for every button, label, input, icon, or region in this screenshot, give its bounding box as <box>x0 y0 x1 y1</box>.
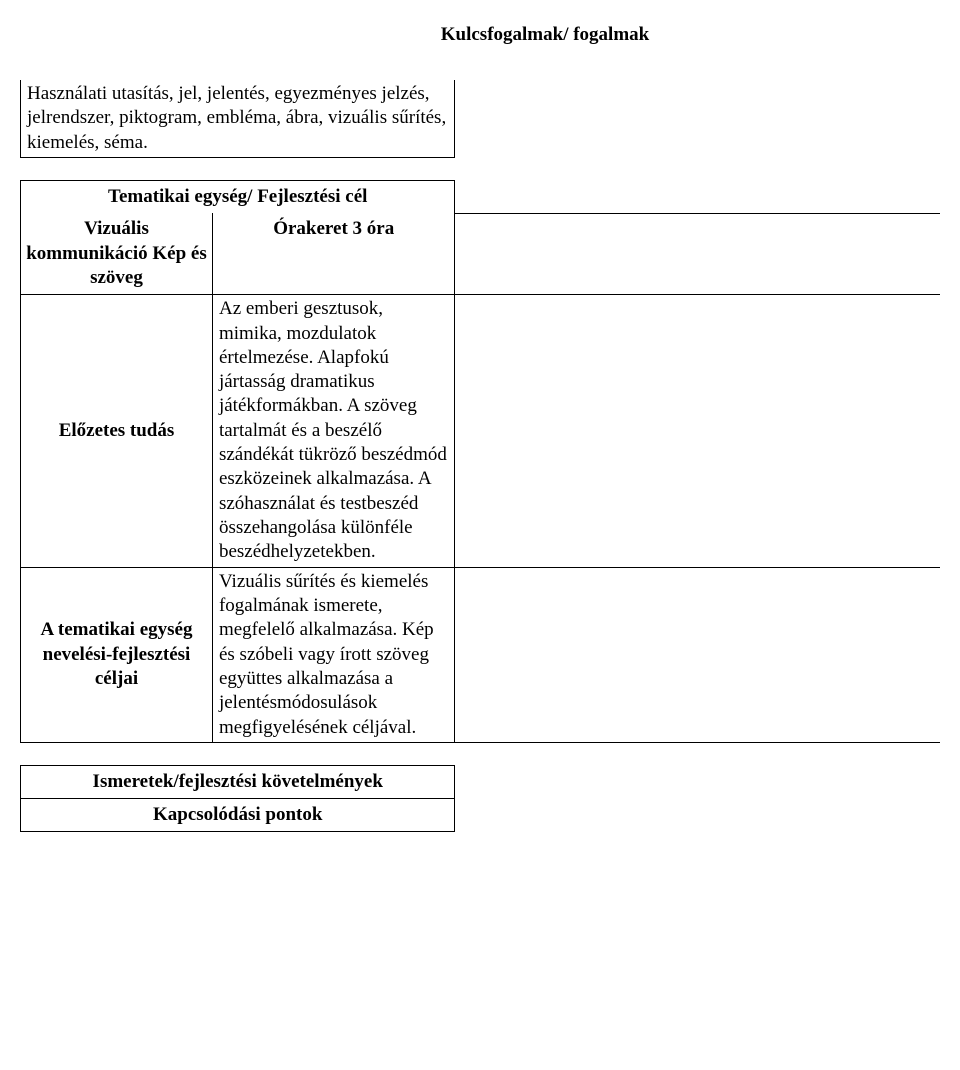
unit-subheading-right: Órakeret 3 óra <box>212 213 455 294</box>
page-title: Kulcsfogalmak/ fogalmak <box>20 24 940 46</box>
row-label-prev: Előzetes tudás <box>21 295 213 567</box>
content-table: Használati utasítás, jel, jelentés, egye… <box>20 80 940 832</box>
footer-req: Ismeretek/fejlesztési követelmények <box>21 765 455 798</box>
footer-kapcs: Kapcsolódási pontok <box>21 799 455 832</box>
row-text-prev: Az emberi gesztusok, mimika, mozdulatok … <box>212 295 455 567</box>
row-text-goals: Vizuális sűrítés és kiemelés fogalmának … <box>212 567 455 742</box>
unit-heading: Tematikai egység/ Fejlesztési cél <box>21 180 455 213</box>
unit-subheading-left: Vizuális kommunikáció Kép és szöveg <box>21 213 213 294</box>
intro-text: Használati utasítás, jel, jelentés, egye… <box>21 80 455 157</box>
row-label-goals: A tematikai egység nevelési-fejlesztési … <box>21 567 213 742</box>
